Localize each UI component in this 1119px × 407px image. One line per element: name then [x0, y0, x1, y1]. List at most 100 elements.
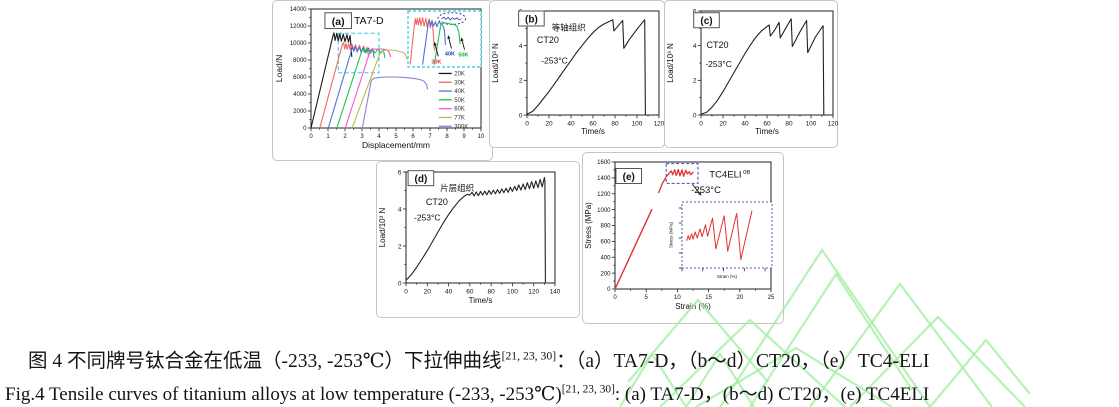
caption-english: Fig.4 Tensile curves of titanium alloys … [5, 379, 929, 406]
svg-text:0: 0 [613, 295, 617, 301]
svg-text:7: 7 [428, 134, 432, 140]
panel-c-plot: 0 20 40 60 80 100 120 0 2 4 6 Time/s Load/10³ N (c) CT… [666, 8, 839, 136]
panel-d: 0 20 40 60 80 100 120 140 0 2 4 6 Time/s Load/10³ N (d… [376, 161, 580, 318]
svg-text:(e): (e) [623, 172, 635, 183]
svg-text:0: 0 [693, 112, 697, 119]
svg-text:Time/s: Time/s [469, 296, 493, 305]
svg-text:-253°C: -253°C [691, 185, 721, 196]
svg-text:CT20: CT20 [426, 197, 448, 207]
panel-d-plot: 0 20 40 60 80 100 120 140 0 2 4 6 Time/s Load/10³ N (d… [378, 169, 561, 305]
svg-text:40: 40 [567, 121, 575, 128]
svg-text:40: 40 [741, 121, 749, 128]
svg-text:20: 20 [545, 121, 553, 128]
svg-text:4: 4 [377, 134, 381, 140]
svg-text:100: 100 [806, 121, 817, 128]
svg-text:10: 10 [478, 134, 485, 140]
svg-text:6: 6 [398, 169, 402, 176]
svg-text:Stress (MPa): Stress (MPa) [584, 202, 593, 249]
caption-chinese-citation: [21, 23, 30] [501, 349, 557, 363]
svg-text:1400: 1400 [597, 176, 611, 182]
svg-text:2: 2 [398, 243, 402, 250]
svg-text:3: 3 [360, 134, 364, 140]
svg-text:6: 6 [411, 134, 415, 140]
svg-text:30K: 30K [431, 59, 441, 65]
svg-text:25: 25 [768, 295, 775, 301]
svg-text:50K: 50K [458, 53, 468, 59]
caption-chinese-tail: ：（a）TA7-D，（b～d）CT20，（e）TC4-ELI [556, 351, 930, 372]
svg-text:0: 0 [519, 112, 523, 119]
panel-e-plot-inset: Strain (%) Stress (MPa) [669, 201, 773, 279]
svg-text:0: 0 [309, 134, 313, 140]
panel-a-plot-inset: 30K 40K 50K [407, 10, 482, 68]
svg-text:20: 20 [424, 289, 432, 296]
svg-text:100: 100 [507, 289, 518, 296]
svg-text:120: 120 [828, 121, 839, 128]
panel-e: 0 5 10 15 20 25 0 200 400 600 800 1000 1200 1400 1600 S… [582, 152, 784, 324]
svg-text:-253°C: -253°C [541, 55, 568, 65]
svg-text:4: 4 [693, 43, 697, 50]
svg-text:5: 5 [394, 134, 398, 140]
svg-text:4000: 4000 [293, 92, 307, 98]
svg-text:TA7-D: TA7-D [354, 15, 384, 27]
svg-text:6: 6 [693, 8, 697, 15]
svg-text:0: 0 [303, 126, 307, 132]
svg-text:10: 10 [674, 295, 681, 301]
panel-a: 0 1 2 3 4 5 6 7 8 9 10 0 2000 4000 6000 8000 10000 12000 1… [272, 0, 493, 161]
svg-text:0: 0 [607, 287, 611, 293]
caption-english-text: Fig.4 Tensile curves of titanium alloys … [5, 384, 562, 405]
svg-text:Stress (MPa): Stress (MPa) [669, 221, 674, 248]
svg-text:77K: 77K [454, 115, 465, 121]
svg-text:60: 60 [466, 289, 474, 296]
svg-text:(d): (d) [415, 174, 428, 185]
svg-text:60: 60 [589, 121, 597, 128]
svg-text:12000: 12000 [290, 24, 307, 30]
svg-text:15: 15 [705, 295, 712, 301]
svg-text:0: 0 [525, 121, 529, 128]
svg-text:600: 600 [600, 240, 611, 246]
svg-text:1600: 1600 [597, 160, 611, 166]
svg-text:40K: 40K [454, 89, 465, 95]
svg-text:8: 8 [445, 134, 449, 140]
svg-text:TC4ELI 0B: TC4ELI 0B [709, 170, 750, 181]
svg-text:2: 2 [693, 78, 697, 85]
svg-text:1200: 1200 [597, 192, 611, 198]
svg-text:40: 40 [445, 289, 453, 296]
svg-text:Displacement/mm: Displacement/mm [362, 140, 430, 150]
svg-text:4: 4 [519, 43, 523, 50]
svg-text:0: 0 [404, 289, 408, 296]
svg-text:(b): (b) [525, 14, 538, 25]
svg-text:(c): (c) [700, 16, 712, 27]
svg-text:-253°C: -253°C [414, 212, 441, 222]
svg-text:140: 140 [550, 289, 561, 296]
svg-text:Strain (%): Strain (%) [717, 274, 738, 279]
svg-text:Strain (%): Strain (%) [675, 302, 711, 311]
svg-text:300K: 300K [454, 124, 468, 130]
svg-text:2: 2 [519, 78, 523, 85]
svg-text:Time/s: Time/s [581, 127, 605, 136]
svg-text:20K: 20K [454, 71, 465, 77]
svg-text:80: 80 [611, 121, 619, 128]
svg-text:30K: 30K [454, 80, 465, 86]
svg-text:60K: 60K [454, 107, 465, 113]
caption-english-tail: : (a) TA7-D，(b～d) CT20，(e) TC4ELI [614, 384, 930, 405]
svg-text:40K: 40K [445, 52, 455, 58]
svg-text:50K: 50K [454, 98, 465, 104]
svg-text:14000: 14000 [290, 7, 307, 13]
svg-text:2: 2 [343, 134, 347, 140]
svg-text:120: 120 [528, 289, 539, 296]
svg-text:1000: 1000 [597, 208, 611, 214]
svg-text:100: 100 [632, 121, 643, 128]
caption-chinese-text: 图 4 不同牌号钛合金在低温（-233, -253℃）下拉伸曲线 [28, 351, 502, 372]
svg-text:20: 20 [736, 295, 743, 301]
svg-text:Load/N: Load/N [274, 55, 284, 82]
svg-text:80: 80 [785, 121, 793, 128]
svg-text:20: 20 [719, 121, 727, 128]
svg-text:0: 0 [398, 280, 402, 287]
svg-text:Load/10³ N: Load/10³ N [378, 207, 387, 247]
svg-text:CT20: CT20 [537, 35, 559, 45]
svg-text:200: 200 [600, 271, 611, 277]
